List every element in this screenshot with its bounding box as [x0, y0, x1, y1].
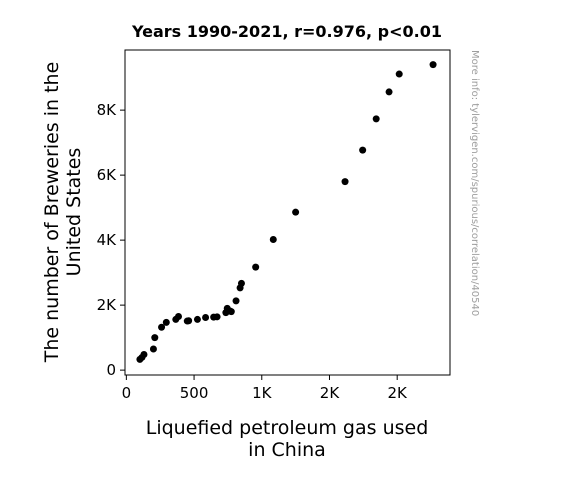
x-tick-label: 500	[180, 384, 209, 402]
data-point	[252, 263, 260, 271]
y-tick-label: 4K	[97, 231, 118, 249]
data-point	[140, 351, 148, 359]
data-point	[232, 297, 240, 305]
data-point	[292, 208, 300, 216]
x-tick-label: 2K	[387, 384, 408, 402]
data-point	[385, 88, 393, 96]
y-tick-label: 2K	[97, 296, 118, 314]
data-point	[185, 317, 193, 325]
data-point	[174, 313, 182, 320]
x-tick-label: 2K	[320, 384, 341, 402]
data-point	[202, 313, 210, 321]
data-point	[341, 178, 349, 186]
y-axis-title-line-2: United States	[63, 148, 85, 277]
data-point	[372, 115, 380, 123]
data-point	[213, 313, 221, 321]
data-point	[395, 70, 403, 78]
y-tick-label: 8K	[97, 101, 118, 119]
data-points	[136, 61, 437, 363]
data-point	[237, 279, 245, 287]
watermark-text: More info: tylervigen.com/spurious/corre…	[469, 50, 480, 316]
y-axis: 0 2K 4K 6K 8K	[97, 101, 125, 379]
data-point	[359, 146, 367, 154]
data-point	[227, 308, 235, 316]
y-axis-title-line-1: The number of Breweries in the	[41, 62, 63, 364]
plot-area-frame	[124, 49, 451, 376]
y-tick-label: 6K	[97, 166, 118, 184]
data-point	[269, 235, 277, 243]
data-point	[149, 345, 157, 353]
data-point	[151, 334, 159, 342]
data-point	[429, 61, 437, 69]
chart-title: Years 1990-2021, r=0.976, p<0.01	[131, 22, 442, 41]
data-point	[193, 315, 201, 323]
x-axis-title-line-2: in China	[248, 439, 326, 461]
data-point	[162, 318, 170, 326]
x-axis: 0 500 1K 2K 2K	[122, 375, 408, 402]
y-tick-label: 0	[106, 361, 116, 379]
data-point	[158, 323, 166, 331]
x-tick-label: 1K	[252, 384, 273, 402]
x-axis-title-line-1: Liquefied petroleum gas used	[146, 417, 429, 439]
x-tick-label: 0	[122, 384, 132, 402]
